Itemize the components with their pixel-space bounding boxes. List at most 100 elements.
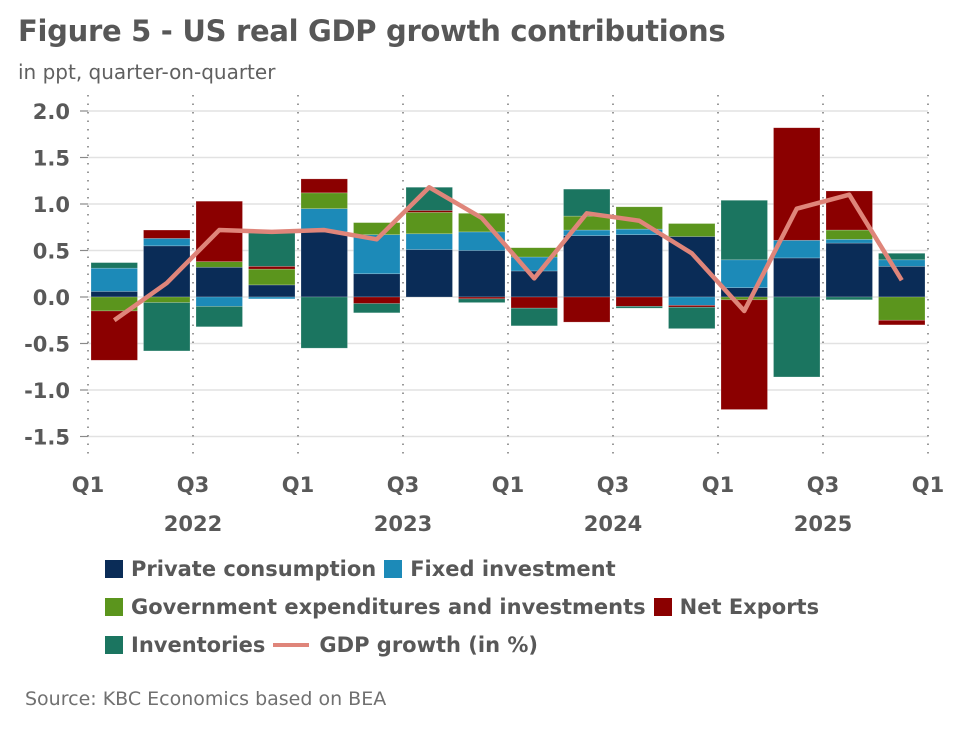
bar-segment-fixed-investment	[668, 296, 716, 306]
bar-segment-government-expenditures-and-investments	[195, 261, 243, 268]
bar-segment-private-consumption	[563, 235, 611, 298]
bar-segment-private-consumption	[248, 284, 296, 298]
bar-segment-inventories	[143, 302, 191, 352]
bar-segment-inventories	[510, 307, 558, 327]
bar-segment-private-consumption	[773, 257, 821, 298]
bar-segment-inventories	[615, 305, 663, 309]
bar-segment-private-consumption	[90, 291, 138, 298]
y-tick-label: 1.0	[33, 193, 70, 217]
legend-label: Fixed investment	[410, 557, 616, 581]
x-year-label: 2024	[584, 512, 642, 536]
x-tick-label: Q3	[807, 473, 839, 497]
bar-segment-private-consumption	[668, 236, 716, 298]
bar-segment-government-expenditures-and-investments	[248, 268, 296, 286]
x-tick-label: Q1	[492, 473, 524, 497]
bar-segment-fixed-investment	[90, 267, 138, 292]
legend-row: Inventories GDP growth (in %)	[105, 626, 827, 664]
bar-segment-inventories	[90, 262, 138, 269]
x-year-label: 2022	[164, 512, 222, 536]
x-tick-label: Q3	[387, 473, 419, 497]
bar-segment-inventories	[458, 298, 506, 303]
y-tick-label: -1.0	[24, 379, 70, 403]
legend-item-gdp-growth: GDP growth (in %)	[273, 626, 538, 664]
bar-segment-net-exports	[143, 229, 191, 239]
x-tick-label: Q1	[282, 473, 314, 497]
bar-segment-net-exports	[773, 127, 821, 241]
bar-segment-inventories	[878, 252, 926, 261]
legend-label: Private consumption	[131, 557, 377, 581]
bar-segment-inventories	[248, 232, 296, 267]
bar-segment-government-expenditures-and-investments	[458, 213, 506, 233]
bar-segment-government-expenditures-and-investments	[563, 215, 611, 231]
bar-segment-fixed-investment	[143, 238, 191, 247]
x-year-label: 2023	[374, 512, 432, 536]
bar-segment-net-exports	[353, 296, 401, 304]
bar-segment-net-exports	[510, 296, 558, 309]
chart-subtitle: in ppt, quarter-on-quarter	[18, 60, 276, 84]
quarter-separators	[87, 95, 929, 460]
bar-segment-fixed-investment	[878, 259, 926, 267]
legend-row: Government expenditures and investments …	[105, 588, 827, 626]
bar-segment-government-expenditures-and-investments	[825, 229, 873, 240]
legend-row: Private consumption Fixed investment	[105, 550, 827, 588]
legend-swatch-private-consumption	[105, 560, 123, 578]
bar-segment-private-consumption	[143, 245, 191, 298]
x-tick-label: Q1	[912, 473, 944, 497]
bar-segment-net-exports	[300, 178, 348, 194]
bar-segment-government-expenditures-and-investments	[405, 212, 453, 235]
bar-segment-inventories	[720, 199, 768, 261]
bar-segment-net-exports	[563, 296, 611, 323]
bar-segment-private-consumption	[195, 266, 243, 298]
legend-swatch-inventories	[105, 636, 123, 654]
x-axis: Q1 Q3 Q1 Q3 Q1 Q3 Q1 Q3 Q1 2022 2023 2024 2025	[72, 473, 944, 536]
bar-segment-net-exports	[720, 299, 768, 410]
bar-segment-private-consumption	[405, 249, 453, 298]
y-tick-label: -0.5	[24, 333, 70, 357]
y-tick-label: 0.5	[33, 240, 70, 264]
bar-segment-government-expenditures-and-investments	[720, 296, 768, 301]
legend-label: Net Exports	[679, 595, 820, 619]
legend-item-government: Government expenditures and investments	[105, 588, 646, 626]
bar-segment-private-consumption	[878, 266, 926, 298]
legend-swatch-net-exports	[653, 598, 672, 616]
y-tick-label: 0.0	[33, 286, 70, 310]
bar-segment-private-consumption	[825, 242, 873, 298]
bar-segment-private-consumption	[458, 250, 506, 298]
bar-segment-private-consumption	[300, 231, 348, 298]
bars	[90, 127, 926, 410]
bar-segment-net-exports	[668, 305, 716, 308]
x-tick-label: Q3	[177, 473, 209, 497]
bar-segment-fixed-investment	[195, 296, 243, 307]
bar-segment-net-exports	[615, 296, 663, 307]
legend-label: GDP growth (in %)	[319, 633, 539, 657]
bar-segment-fixed-investment	[825, 239, 873, 244]
legend-item-inventories: Inventories	[105, 626, 265, 664]
legend-item-net-exports: Net Exports	[653, 588, 820, 626]
y-tick-label: -1.5	[24, 426, 70, 450]
bar-segment-fixed-investment	[615, 228, 663, 235]
legend-label: Inventories	[131, 633, 266, 657]
bar-segment-net-exports	[90, 310, 138, 361]
chart-title: Figure 5 - US real GDP growth contributi…	[18, 14, 726, 48]
y-tick-label: 2.0	[33, 100, 70, 124]
legend-item-private-consumption: Private consumption	[105, 550, 376, 588]
source-note: Source: KBC Economics based on BEA	[25, 688, 387, 710]
bar-segment-inventories	[195, 305, 243, 328]
bar-segment-net-exports	[878, 319, 926, 326]
bar-segment-private-consumption	[353, 273, 401, 298]
legend-swatch-government	[105, 598, 123, 616]
bar-segment-fixed-investment	[248, 296, 296, 300]
legend-swatch-fixed-investment	[384, 560, 403, 578]
legend: Private consumption Fixed investment Gov…	[105, 550, 827, 664]
bar-segment-private-consumption	[615, 234, 663, 298]
legend-item-fixed-investment: Fixed investment	[384, 550, 616, 588]
x-tick-label: Q1	[72, 473, 104, 497]
bar-segment-government-expenditures-and-investments	[143, 296, 191, 303]
gdp-line-layer	[112, 185, 904, 323]
legend-swatch-gdp-growth	[273, 643, 310, 647]
x-tick-label: Q3	[597, 473, 629, 497]
x-tick-label: Q1	[702, 473, 734, 497]
y-axis: 2.0 1.5 1.0 0.5 0.0 -0.5 -1.0 -1.5	[24, 100, 88, 450]
bar-segment-inventories	[825, 296, 873, 301]
